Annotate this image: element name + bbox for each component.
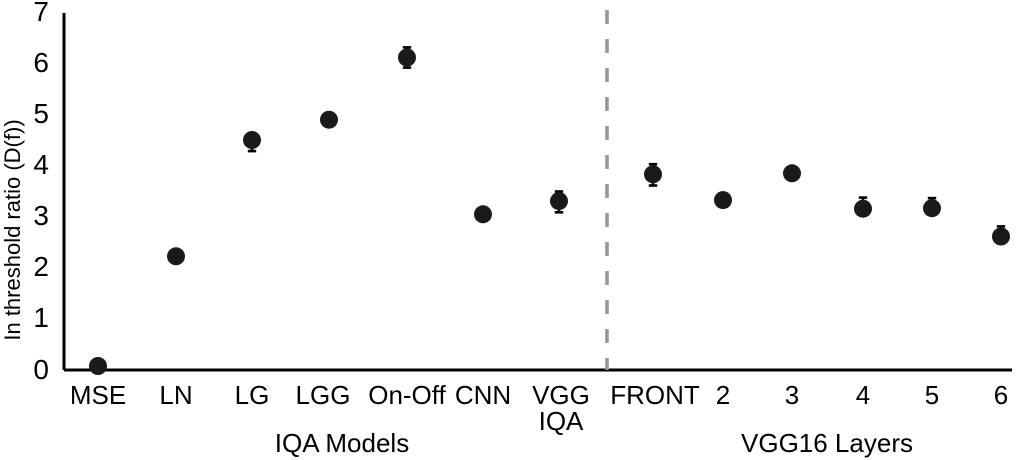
- svg-text:IQA: IQA: [539, 406, 584, 436]
- svg-text:IQA Models: IQA Models: [275, 428, 409, 458]
- svg-text:4: 4: [856, 380, 870, 410]
- svg-text:VGG16 Layers: VGG16 Layers: [741, 428, 913, 458]
- svg-text:6: 6: [33, 47, 49, 78]
- svg-text:1: 1: [33, 302, 49, 333]
- svg-text:MSE: MSE: [70, 380, 126, 410]
- svg-text:0: 0: [33, 354, 49, 385]
- svg-text:CNN: CNN: [455, 380, 511, 410]
- svg-text:FRONT: FRONT: [610, 380, 700, 410]
- svg-text:2: 2: [716, 380, 730, 410]
- svg-text:2: 2: [33, 251, 49, 282]
- svg-text:LGG: LGG: [296, 380, 351, 410]
- svg-text:LG: LG: [235, 380, 270, 410]
- svg-text:On-Off: On-Off: [368, 380, 446, 410]
- svg-text:7: 7: [33, 0, 49, 27]
- svg-text:LN: LN: [159, 380, 192, 410]
- svg-text:In threshold ratio (D(f)): In threshold ratio (D(f)): [0, 119, 25, 340]
- svg-text:5: 5: [925, 380, 939, 410]
- svg-text:3: 3: [33, 200, 49, 231]
- svg-text:5: 5: [33, 98, 49, 129]
- svg-text:4: 4: [33, 149, 49, 180]
- svg-text:6: 6: [994, 380, 1008, 410]
- svg-text:3: 3: [785, 380, 799, 410]
